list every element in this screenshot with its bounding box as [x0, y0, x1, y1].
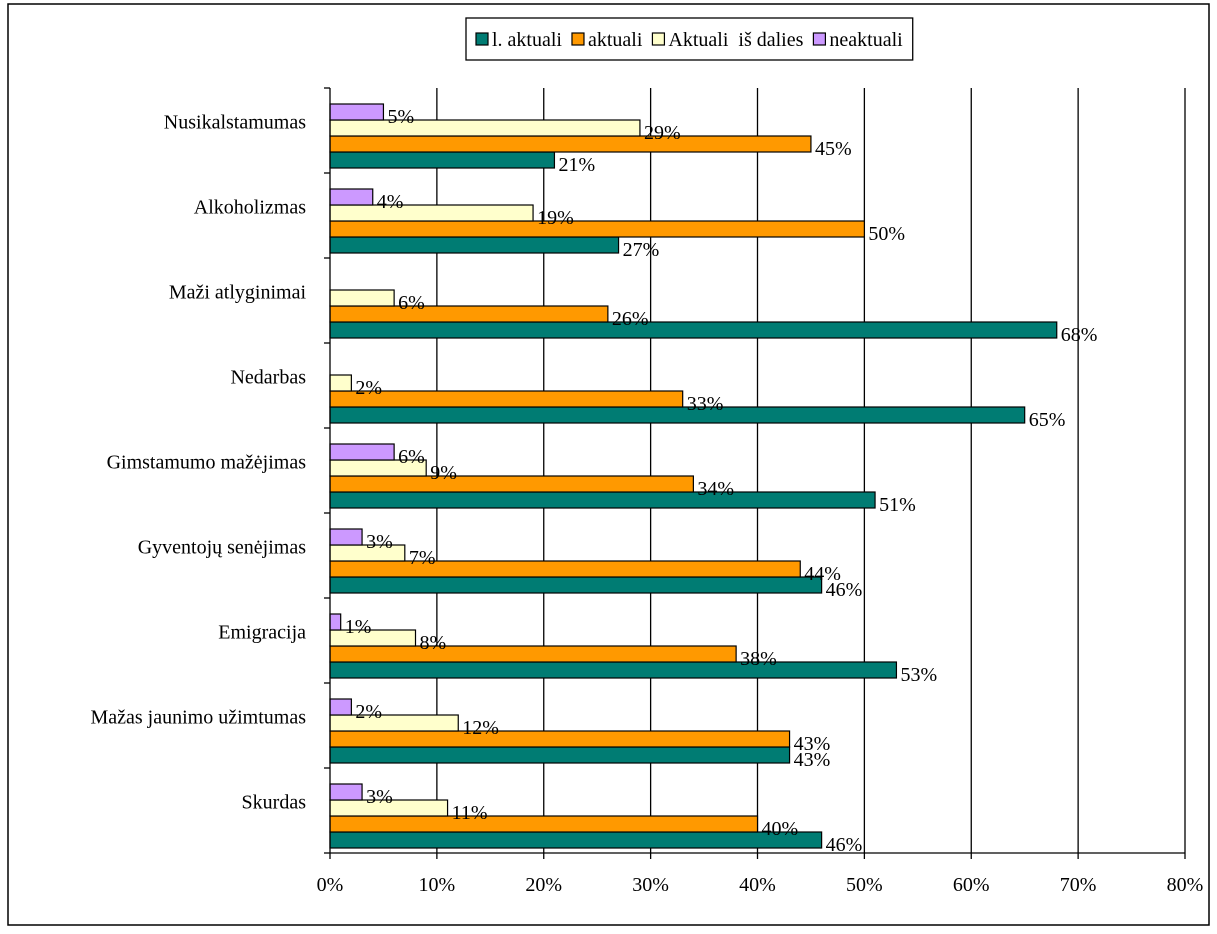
data-label-neaktuali-nusikalstamumas: 5%: [387, 106, 414, 128]
bar-neaktuali-gyventoju-senejimas: [329, 528, 363, 546]
bar-aktuali-is-dalies-alkoholizmas: [329, 204, 534, 222]
legend-box: [465, 17, 914, 61]
bar-neaktuali-alkoholizmas: [329, 188, 374, 206]
legend-label-l-aktuali: l. aktuali: [492, 29, 562, 51]
x-tick-label: 10%: [419, 874, 456, 896]
bar-aktuali-gimstamumo-mazejimas: [329, 475, 694, 493]
bar-neaktuali-nusikalstamumas: [329, 103, 385, 121]
legend-label-aktuali-is-dalies: Aktuali iš dalies: [668, 29, 803, 51]
data-label-aktuali-skurdas: 40%: [762, 818, 799, 840]
data-label-aktuali-is-dalies-emigracija: 8%: [420, 632, 447, 654]
data-label-l-aktuali-alkoholizmas: 27%: [623, 239, 660, 261]
legend-swatch-l-aktuali: [475, 32, 489, 46]
data-label-neaktuali-mazas-jaunimo-uzimtumas: 2%: [355, 701, 382, 723]
data-label-aktuali-is-dalies-nusikalstamumas: 29%: [644, 122, 681, 144]
data-label-aktuali-mazi-atlyginimai: 26%: [612, 308, 649, 330]
category-label-gyventoju-senejimas: Gyventojų senėjimas: [138, 537, 307, 559]
bar-neaktuali-mazas-jaunimo-uzimtumas: [329, 698, 352, 716]
data-label-l-aktuali-nedarbas: 65%: [1029, 409, 1066, 431]
legend-label-neaktuali: neaktuali: [829, 29, 903, 51]
x-tick-label: 80%: [1167, 874, 1204, 896]
data-label-neaktuali-skurdas: 3%: [366, 786, 393, 808]
category-label-emigracija: Emigracija: [218, 622, 306, 644]
bar-l-aktuali-alkoholizmas: [329, 236, 620, 254]
category-label-nedarbas: Nedarbas: [230, 367, 306, 389]
data-label-aktuali-mazas-jaunimo-uzimtumas: 43%: [794, 733, 831, 755]
bar-l-aktuali-mazas-jaunimo-uzimtumas: [329, 746, 791, 764]
bar-l-aktuali-gimstamumo-mazejimas: [329, 491, 876, 509]
data-label-l-aktuali-gimstamumo-mazejimas: 51%: [879, 494, 916, 516]
bar-aktuali-is-dalies-mazi-atlyginimai: [329, 289, 395, 307]
category-label-skurdas: Skurdas: [242, 792, 307, 814]
data-label-aktuali-alkoholizmas: 50%: [868, 223, 905, 245]
x-tick-label: 50%: [846, 874, 883, 896]
data-label-aktuali-is-dalies-skurdas: 11%: [452, 802, 488, 824]
bar-neaktuali-gimstamumo-mazejimas: [329, 443, 395, 461]
data-label-l-aktuali-skurdas: 46%: [826, 834, 863, 856]
x-tick-label: 20%: [525, 874, 562, 896]
chart-area-border: [7, 3, 1210, 926]
data-label-neaktuali-emigracija: 1%: [345, 616, 372, 638]
bar-aktuali-alkoholizmas: [329, 220, 865, 238]
legend: l. aktuali aktuali Aktuali iš dalies neaktu…: [465, 17, 914, 61]
category-label-mazi-atlyginimai: Maži atlyginimai: [169, 282, 307, 304]
bar-aktuali-skurdas: [329, 815, 759, 833]
bar-aktuali-mazas-jaunimo-uzimtumas: [329, 730, 791, 748]
data-labels: 21% 45% 29% 5% 27% 50% 19% 4% 68% 26% 6% 65% 33% 2% 51…: [345, 106, 1098, 856]
legend-swatch-aktuali-is-dalies: [651, 32, 666, 46]
category-label-alkoholizmas: Alkoholizmas: [194, 197, 306, 219]
data-label-aktuali-is-dalies-gimstamumo-mazejimas: 9%: [430, 462, 457, 484]
data-label-aktuali-is-dalies-alkoholizmas: 19%: [537, 207, 574, 229]
legend-swatch-aktuali: [571, 32, 585, 46]
bar-aktuali-emigracija: [329, 645, 737, 663]
bar-aktuali-is-dalies-nusikalstamumas: [329, 119, 641, 137]
bar-l-aktuali-nedarbas: [329, 406, 1026, 424]
bar-aktuali-mazi-atlyginimai: [329, 305, 609, 323]
axes: 0% 10% 20% 30% 40% 50% 60% 70% 80% Nusikalstamuma…: [90, 87, 1204, 896]
data-label-aktuali-is-dalies-mazas-jaunimo-uzimtumas: 12%: [462, 717, 499, 739]
legend-label-aktuali: aktuali: [588, 29, 643, 51]
x-tick-label: 0%: [317, 874, 344, 896]
data-label-aktuali-gyventoju-senejimas: 44%: [804, 563, 841, 585]
category-label-mazas-jaunimo-uzimtumas: Mažas jaunimo užimtumas: [90, 707, 306, 729]
data-label-l-aktuali-emigracija: 53%: [900, 664, 937, 686]
bar-neaktuali-skurdas: [329, 783, 363, 801]
bar-aktuali-gyventoju-senejimas: [329, 560, 801, 578]
data-label-l-aktuali-gyventoju-senejimas: 46%: [826, 579, 863, 601]
bar-aktuali-nusikalstamumas: [329, 135, 812, 153]
data-label-aktuali-nedarbas: 33%: [687, 393, 724, 415]
data-label-aktuali-is-dalies-mazi-atlyginimai: 6%: [398, 292, 425, 314]
category-label-gimstamumo-mazejimas: Gimstamumo mažėjimas: [107, 452, 307, 474]
bar-l-aktuali-skurdas: [329, 831, 823, 849]
bar-aktuali-is-dalies-mazas-jaunimo-uzimtumas: [329, 714, 459, 732]
data-label-neaktuali-gimstamumo-mazejimas: 6%: [398, 446, 425, 468]
data-label-aktuali-is-dalies-nedarbas: 2%: [355, 377, 382, 399]
data-label-l-aktuali-mazas-jaunimo-uzimtumas: 43%: [794, 749, 831, 771]
bar-l-aktuali-nusikalstamumas: [329, 151, 556, 169]
bars: [329, 103, 1058, 849]
data-label-aktuali-nusikalstamumas: 45%: [815, 138, 852, 160]
x-tick-label: 30%: [632, 874, 669, 896]
bar-l-aktuali-mazi-atlyginimai: [329, 321, 1058, 339]
data-label-neaktuali-gyventoju-senejimas: 3%: [366, 531, 393, 553]
data-label-l-aktuali-nusikalstamumas: 21%: [558, 154, 595, 176]
legend-swatch-neaktuali: [812, 32, 827, 46]
data-label-aktuali-gimstamumo-mazejimas: 34%: [697, 478, 734, 500]
bar-aktuali-is-dalies-emigracija: [329, 629, 417, 647]
data-label-aktuali-is-dalies-gyventoju-senejimas: 7%: [409, 547, 436, 569]
bar-l-aktuali-gyventoju-senejimas: [329, 576, 823, 594]
data-label-aktuali-emigracija: 38%: [740, 648, 777, 670]
x-tick-label: 60%: [953, 874, 990, 896]
category-label-nusikalstamumas: Nusikalstamumas: [164, 112, 306, 134]
bar-l-aktuali-emigracija: [329, 661, 898, 679]
x-tick-label: 40%: [739, 874, 776, 896]
data-label-neaktuali-alkoholizmas: 4%: [377, 191, 404, 213]
x-tick-label: 70%: [1060, 874, 1097, 896]
data-label-l-aktuali-mazi-atlyginimai: 68%: [1061, 324, 1098, 346]
bar-aktuali-is-dalies-nedarbas: [329, 374, 352, 392]
bar-aktuali-nedarbas: [329, 390, 684, 408]
bar-neaktuali-emigracija: [329, 613, 342, 631]
